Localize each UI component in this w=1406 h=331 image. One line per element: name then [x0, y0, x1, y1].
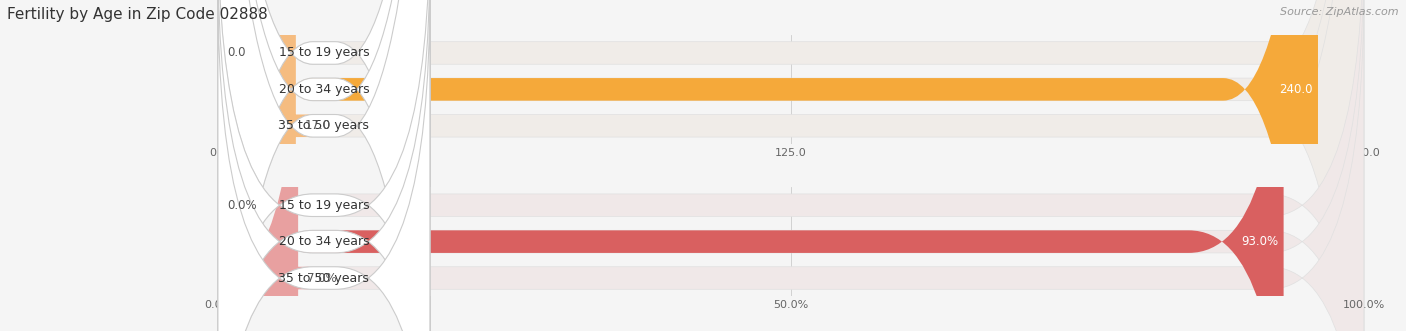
Text: 20 to 34 years: 20 to 34 years [278, 83, 370, 96]
Text: 17.0: 17.0 [305, 119, 332, 132]
Text: 240.0: 240.0 [1278, 83, 1312, 96]
FancyBboxPatch shape [218, 0, 430, 331]
FancyBboxPatch shape [218, 0, 1364, 331]
FancyBboxPatch shape [218, 0, 1364, 331]
FancyBboxPatch shape [218, 0, 1364, 331]
FancyBboxPatch shape [218, 0, 430, 331]
FancyBboxPatch shape [218, 0, 430, 331]
FancyBboxPatch shape [201, 0, 312, 331]
FancyBboxPatch shape [218, 0, 1364, 331]
Text: 35 to 50 years: 35 to 50 years [278, 271, 370, 285]
FancyBboxPatch shape [218, 0, 1317, 331]
Text: 0.0: 0.0 [228, 46, 246, 60]
Text: 35 to 50 years: 35 to 50 years [278, 119, 370, 132]
FancyBboxPatch shape [218, 0, 430, 331]
FancyBboxPatch shape [218, 0, 430, 331]
Text: 7.0%: 7.0% [308, 271, 337, 285]
Text: 15 to 19 years: 15 to 19 years [278, 199, 370, 212]
Text: 20 to 34 years: 20 to 34 years [278, 235, 370, 248]
FancyBboxPatch shape [218, 0, 1364, 331]
Text: 93.0%: 93.0% [1240, 235, 1278, 248]
Text: Source: ZipAtlas.com: Source: ZipAtlas.com [1281, 7, 1399, 17]
FancyBboxPatch shape [204, 0, 312, 331]
FancyBboxPatch shape [218, 0, 1364, 331]
Text: 0.0%: 0.0% [228, 199, 257, 212]
Text: Fertility by Age in Zip Code 02888: Fertility by Age in Zip Code 02888 [7, 7, 267, 22]
FancyBboxPatch shape [218, 0, 1284, 331]
FancyBboxPatch shape [218, 0, 430, 331]
Text: 15 to 19 years: 15 to 19 years [278, 46, 370, 60]
